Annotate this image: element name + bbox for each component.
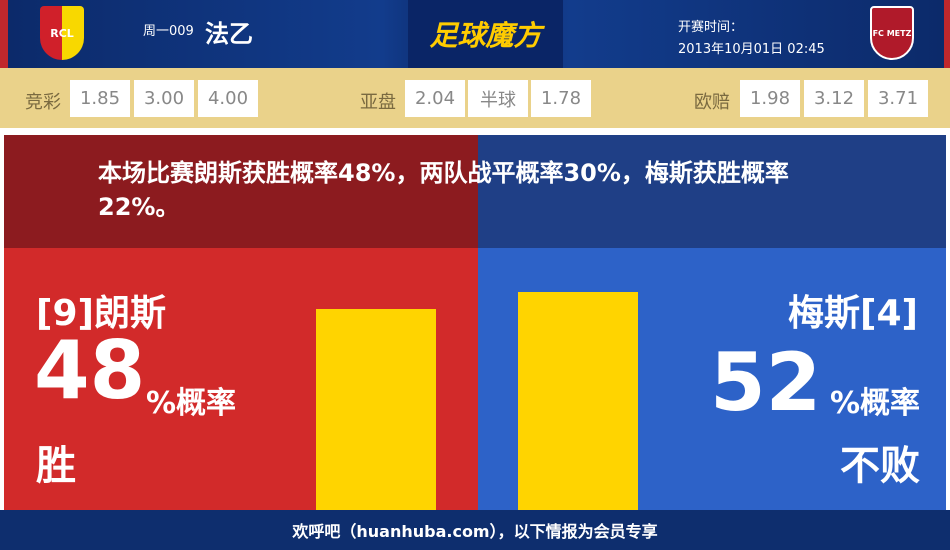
kickoff-label: 开赛时间： xyxy=(678,20,744,35)
odds-bar: 竞彩 1.85 3.00 4.00 亚盘 2.04 半球 1.78 欧赔 1.9… xyxy=(0,68,950,128)
away-team-crest: FC METZ xyxy=(870,6,914,60)
home-probability-bar xyxy=(316,308,436,510)
ouzhi-odd-loss: 3.71 xyxy=(868,80,928,117)
away-team-name: 梅斯[4] xyxy=(788,293,918,334)
ouzhi-odd-draw: 3.12 xyxy=(804,80,864,117)
home-percent: 48 xyxy=(34,324,146,417)
match-header: RCL 周一009 法乙 足球魔方 开赛时间： 2013年10月01日 02:4… xyxy=(0,0,950,68)
league-name: 法乙 xyxy=(205,20,253,48)
yapan-label: 亚盘 xyxy=(360,92,396,113)
away-outcome: 不败 xyxy=(840,443,920,489)
member-footer: 欢呼吧（huanhuba.com），以下情报为会员专享 xyxy=(0,510,950,550)
home-percent-unit: %概率 xyxy=(146,386,237,421)
site-logo: 足球魔方 xyxy=(408,0,563,68)
ouzhi-label: 欧赔 xyxy=(694,92,730,113)
kickoff-time: 2013年10月01日 02:45 xyxy=(678,42,825,57)
match-round: 周一009 xyxy=(143,24,194,39)
home-team-crest: RCL xyxy=(40,6,84,60)
yapan-odd-away: 1.78 xyxy=(531,80,591,117)
summary-bg-away xyxy=(478,135,946,248)
away-probability-bar xyxy=(518,292,638,510)
jingcai-odd-draw: 3.00 xyxy=(134,80,194,117)
away-percent: 52 xyxy=(710,336,822,429)
away-percent-unit: %概率 xyxy=(829,386,920,421)
summary-bg-home xyxy=(4,135,478,248)
jingcai-odd-win: 1.85 xyxy=(70,80,130,117)
home-outcome: 胜 xyxy=(36,443,76,489)
home-panel: [9]朗斯 48 %概率 胜 xyxy=(4,248,478,510)
ouzhi-odd-win: 1.98 xyxy=(740,80,800,117)
prediction-summary: 本场比赛朗斯获胜概率48%，两队战平概率30%，梅斯获胜概率22%。 xyxy=(98,159,789,221)
yapan-handicap: 半球 xyxy=(468,80,528,117)
jingcai-odd-loss: 4.00 xyxy=(198,80,258,117)
home-team-name: [9]朗斯 xyxy=(36,293,166,334)
jingcai-label: 竞彩 xyxy=(25,92,61,113)
home-crest-text: RCL xyxy=(50,26,74,40)
yapan-odd-home: 2.04 xyxy=(405,80,465,117)
away-crest-text: FC METZ xyxy=(872,28,912,38)
away-panel: 梅斯[4] 52 %概率 不败 xyxy=(478,248,946,510)
